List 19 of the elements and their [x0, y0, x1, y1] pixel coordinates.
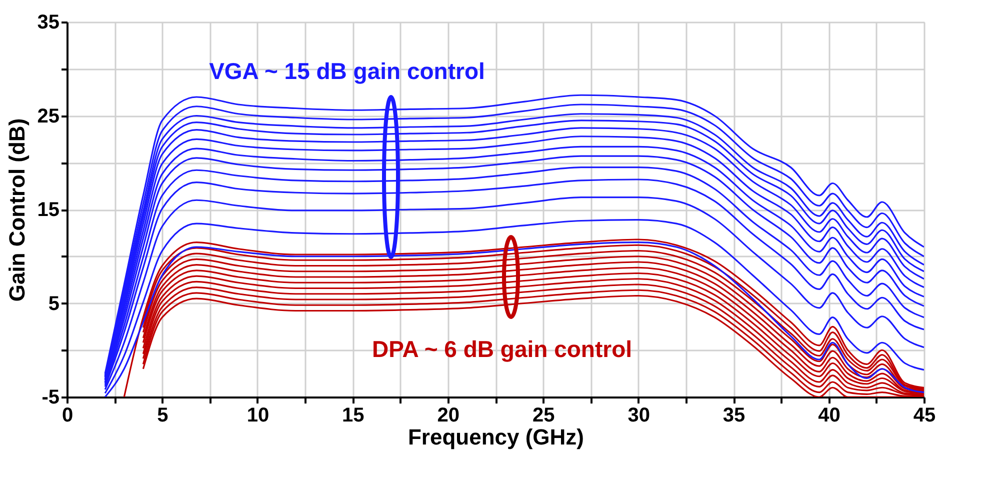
y-tick-label: 15	[37, 199, 60, 221]
x-tick-label: 35	[722, 404, 746, 426]
annotation: VGA ~ 15 dB gain control	[209, 58, 485, 84]
x-tick-label: 45	[913, 404, 936, 426]
x-tick-label: 5	[157, 404, 168, 426]
x-tick-label: 15	[342, 404, 364, 426]
annotation: DPA ~ 6 dB gain control	[372, 336, 632, 362]
x-tick-label: 40	[818, 404, 840, 426]
y-tick-label: -5	[42, 386, 60, 408]
y-tick-label: 35	[37, 12, 60, 34]
y-tick-label: 25	[37, 105, 60, 128]
x-tick-label: 25	[532, 404, 555, 426]
x-tick-label: 20	[437, 404, 460, 426]
x-tick-label: 10	[246, 404, 270, 426]
y-axis-title: Gain Control (dB)	[4, 118, 30, 302]
y-tick-label: 5	[48, 292, 60, 315]
x-axis-title: Frequency (GHz)	[408, 424, 584, 450]
x-tick-label: 0	[62, 404, 74, 426]
x-tick-label: 30	[628, 404, 650, 426]
